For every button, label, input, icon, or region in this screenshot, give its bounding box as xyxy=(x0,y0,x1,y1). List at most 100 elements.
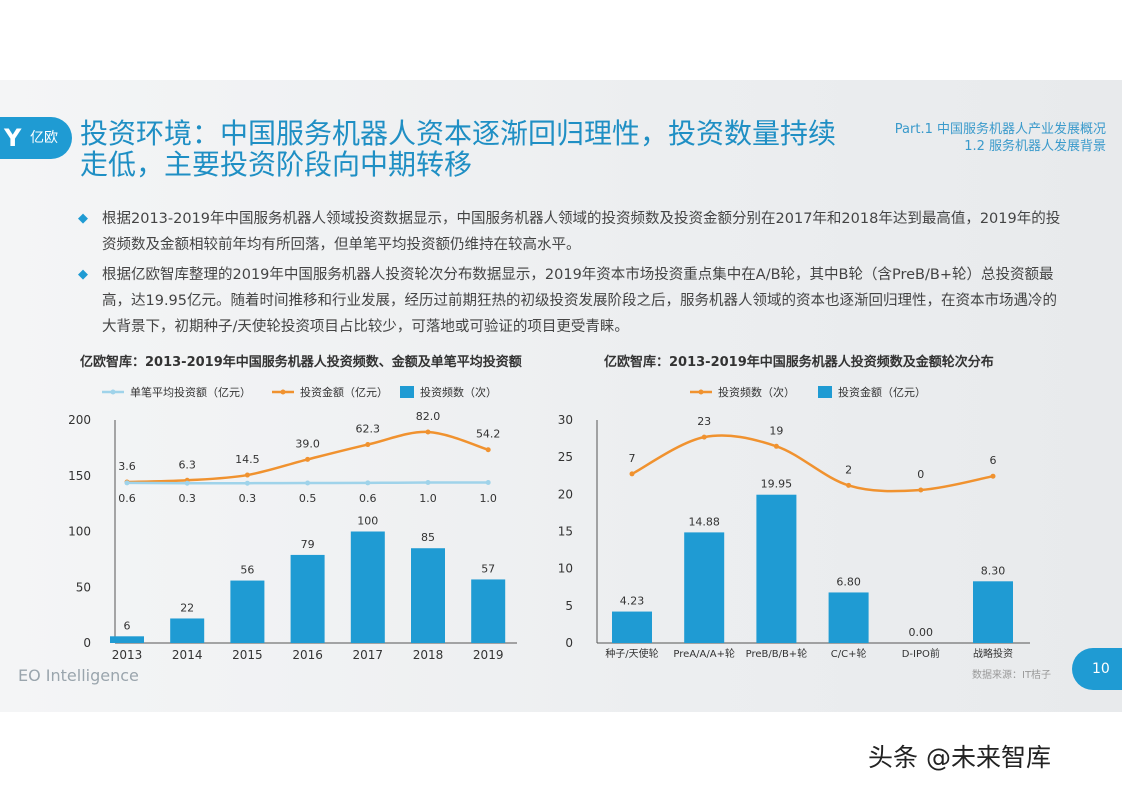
bar xyxy=(230,580,265,643)
section-label: Part.1 中国服务机器人产业发展概况 1.2 服务机器人发展背景 xyxy=(895,121,1106,155)
logo: Y 亿欧 xyxy=(0,117,72,159)
slide-background xyxy=(0,80,1122,712)
x-tick-label: 种子/天使轮 xyxy=(605,647,658,660)
bar-data-label: 56 xyxy=(240,564,254,577)
bullet-text: 根据2013-2019年中国服务机器人领域投资数据显示，中国服务机器人领域的投资… xyxy=(102,211,1061,253)
legend-label: 投资频数（次） xyxy=(718,385,795,399)
diamond-icon: ◆ xyxy=(78,267,88,282)
frequency-point xyxy=(629,471,635,477)
average-data-label: 0.6 xyxy=(118,492,136,505)
frequency-point xyxy=(990,473,996,479)
amount-point xyxy=(485,447,491,453)
frequency-data-label: 6 xyxy=(990,454,997,467)
frequency-data-label: 23 xyxy=(697,415,711,428)
y-tick-label: 0 xyxy=(565,636,573,650)
legend-label: 投资金额（亿元） xyxy=(838,385,926,399)
x-tick-label: 2014 xyxy=(172,648,203,662)
bar xyxy=(973,581,1013,643)
average-point xyxy=(244,480,250,486)
x-tick-label: 战略投资 xyxy=(973,647,1013,660)
frequency-data-label: 0 xyxy=(917,468,924,481)
page-title: 投资环境：中国服务机器人资本逐渐回归理性，投资数量持续走低，主要投资阶段向中期转… xyxy=(80,117,837,181)
bar-data-label: 85 xyxy=(421,531,435,544)
x-tick-label: 2013 xyxy=(112,648,143,662)
amount-point xyxy=(425,429,431,435)
y-tick-label: 0 xyxy=(83,636,91,650)
frequency-point xyxy=(701,434,707,440)
y-tick-label: 25 xyxy=(558,450,573,464)
y-tick-label: 200 xyxy=(68,413,91,427)
average-data-label: 0.3 xyxy=(178,492,196,505)
bullet-text: 根据亿欧智库整理的2019年中国服务机器人投资轮次分布数据显示，2019年资本市… xyxy=(102,267,1058,335)
average-data-label: 1.0 xyxy=(419,492,437,505)
bar xyxy=(684,532,725,643)
amount-point xyxy=(244,472,250,478)
y-tick-label: 30 xyxy=(558,413,573,427)
bar xyxy=(350,531,385,643)
frequency-line xyxy=(631,434,994,493)
amount-data-label: 54.2 xyxy=(476,428,501,441)
amount-point xyxy=(305,456,311,462)
average-point xyxy=(485,480,491,485)
legend-label: 投资频数（次） xyxy=(420,385,497,399)
y-tick-label: 50 xyxy=(76,580,91,594)
bar xyxy=(471,579,506,643)
amount-data-label: 14.5 xyxy=(235,453,260,466)
x-tick-label: D-IPO前 xyxy=(902,647,940,660)
x-tick-label: 2018 xyxy=(413,648,444,662)
y-tick-label: 20 xyxy=(558,487,573,501)
bar-data-label: 6.80 xyxy=(836,575,861,588)
bar-data-label: 22 xyxy=(180,601,194,614)
x-tick-label: 2019 xyxy=(473,648,504,662)
average-point xyxy=(305,480,311,486)
legend-marker xyxy=(698,389,704,395)
data-source: 数据来源：IT桔子 xyxy=(972,670,1052,681)
legend-bar-swatch xyxy=(400,386,414,398)
average-data-label: 1.0 xyxy=(479,492,497,505)
bar xyxy=(828,592,869,643)
watermark: 头条 @未来智库 xyxy=(868,743,1051,772)
y-tick-label: 150 xyxy=(68,469,91,483)
x-tick-label: 2015 xyxy=(232,648,263,662)
amount-data-label: 3.6 xyxy=(118,460,136,473)
x-tick-label: PreB/B/B+轮 xyxy=(746,647,808,660)
bar-data-label: 14.88 xyxy=(688,515,720,528)
x-tick-label: C/C+轮 xyxy=(831,647,867,660)
bar xyxy=(170,618,205,643)
x-tick-label: 2017 xyxy=(353,648,384,662)
bullet-2: ◆ 根据亿欧智库整理的2019年中国服务机器人投资轮次分布数据显示，2019年资本… xyxy=(78,262,1068,340)
amount-data-label: 62.3 xyxy=(356,423,381,436)
average-point xyxy=(124,480,130,486)
bar-data-label: 8.30 xyxy=(981,564,1006,577)
legend-bar-swatch xyxy=(818,386,832,398)
y-tick-label: 5 xyxy=(565,599,573,613)
amount-data-label: 6.3 xyxy=(178,458,196,471)
legend-marker xyxy=(280,389,286,395)
average-data-label: 0.3 xyxy=(239,492,257,505)
bar-data-label: 4.23 xyxy=(620,595,645,608)
frequency-data-label: 7 xyxy=(629,452,636,465)
frequency-point xyxy=(918,487,924,493)
frequency-data-label: 2 xyxy=(845,463,852,476)
chart1-title: 亿欧智库：2013-2019年中国服务机器人投资频数、金额及单笔平均投资额 xyxy=(80,355,522,370)
legend-marker xyxy=(110,389,116,395)
average-point xyxy=(425,480,431,485)
average-data-label: 0.5 xyxy=(299,492,317,505)
bar-data-label: 79 xyxy=(301,538,315,551)
average-point xyxy=(365,480,371,486)
logo-y-icon: Y xyxy=(4,124,22,152)
amount-data-label: 82.0 xyxy=(416,410,441,423)
diamond-icon: ◆ xyxy=(78,211,88,226)
y-tick-label: 10 xyxy=(558,562,573,576)
bar-data-label: 100 xyxy=(357,515,378,528)
frequency-data-label: 19 xyxy=(769,424,783,437)
bar-data-label: 6 xyxy=(124,619,131,632)
bar-data-label: 0.00 xyxy=(909,626,934,639)
amount-data-label: 39.0 xyxy=(295,437,320,450)
average-point xyxy=(184,480,190,486)
x-tick-label: PreA/A/A+轮 xyxy=(673,647,735,660)
bar xyxy=(110,636,144,643)
legend-label: 投资金额（亿元） xyxy=(300,385,388,399)
subsection-label: 1.2 服务机器人发展背景 xyxy=(964,139,1106,154)
